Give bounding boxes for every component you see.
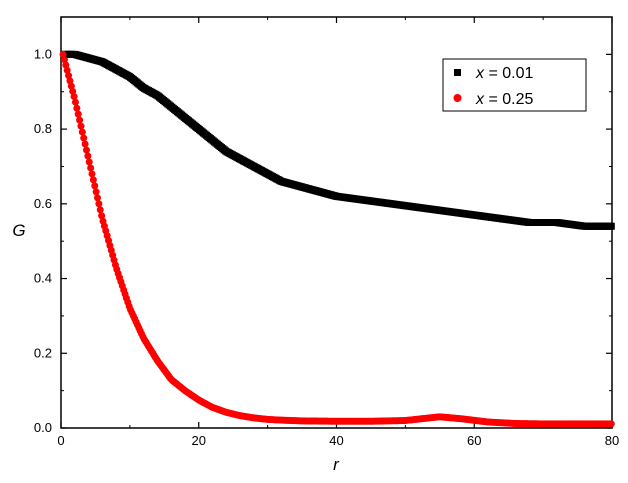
data-point [96, 206, 104, 214]
data-point [80, 134, 88, 142]
data-point [84, 152, 92, 160]
data-point [73, 104, 81, 112]
data-point [92, 188, 100, 196]
data-point [63, 66, 71, 74]
series-x025 [59, 50, 615, 428]
data-point [89, 176, 97, 184]
y-tick-label: 0.6 [34, 196, 52, 211]
data-point [67, 82, 75, 90]
axis-tick-labels: 0 20 40 60 80 0.0 0.2 0.4 0.6 0.8 1.0 [34, 46, 619, 448]
legend-marker-x001 [454, 69, 461, 76]
data-point [98, 212, 106, 220]
data-point [76, 116, 84, 124]
y-tick-label: 0.2 [34, 345, 52, 360]
data-point [607, 420, 615, 428]
legend-label-x025-rest: = 0.25 [484, 91, 533, 108]
legend-label-x001-var: x [475, 65, 485, 82]
legend-label-x025-var: x [475, 91, 485, 108]
data-point [62, 61, 70, 69]
data-point [88, 170, 96, 178]
x-tick-label: 60 [467, 433, 481, 448]
data-point [77, 122, 85, 130]
y-tick-label: 0.8 [34, 121, 52, 136]
data-point [607, 222, 615, 230]
data-point [65, 72, 73, 80]
data-point [70, 93, 78, 101]
data-point [78, 128, 86, 136]
legend-label-x001: x = 0.01 [475, 65, 533, 82]
y-tick-label: 0.0 [34, 420, 52, 435]
x-tick-label: 40 [329, 433, 343, 448]
legend-label-x001-rest: = 0.01 [484, 65, 533, 82]
data-point [95, 200, 103, 208]
series-layer [59, 50, 615, 428]
x-tick-label: 0 [57, 433, 64, 448]
legend-box [442, 58, 587, 112]
data-point [59, 50, 67, 58]
legend: x = 0.01 x = 0.25 [442, 58, 587, 112]
data-point [85, 158, 93, 166]
data-point [69, 87, 77, 95]
y-axis-title: G [12, 221, 25, 240]
data-point [87, 164, 95, 172]
data-point [60, 56, 68, 64]
data-point [91, 182, 99, 190]
legend-marker-x025 [453, 94, 462, 102]
x-tick-label: 20 [192, 433, 206, 448]
data-point [81, 140, 89, 148]
data-point [66, 77, 74, 85]
data-point [74, 110, 82, 118]
axis-ticks [60, 16, 613, 429]
x-axis-title: r [333, 455, 340, 474]
series-x001 [60, 50, 615, 230]
data-point [71, 98, 79, 106]
legend-label-x025: x = 0.25 [475, 91, 533, 108]
y-tick-label: 1.0 [34, 46, 52, 61]
x-tick-label: 80 [605, 433, 619, 448]
data-point [94, 194, 102, 202]
data-point [82, 146, 90, 154]
y-tick-label: 0.4 [34, 271, 52, 286]
